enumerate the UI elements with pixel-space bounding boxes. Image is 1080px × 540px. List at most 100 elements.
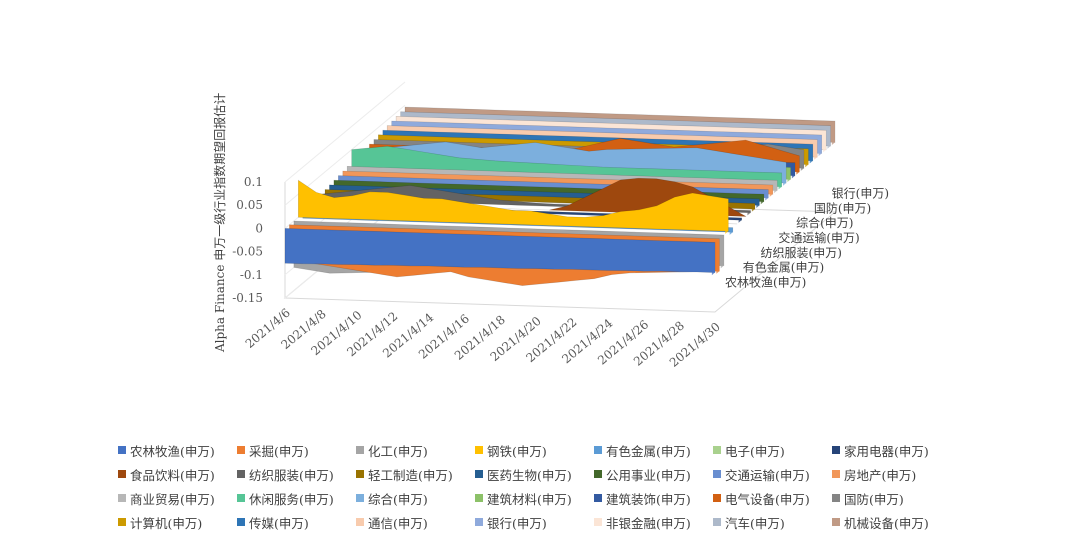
- area-series-side: [787, 167, 791, 183]
- legend-label: 传媒(申万): [249, 515, 309, 531]
- legend-item: 交通运输(申万): [713, 462, 832, 486]
- area-series-side: [711, 242, 715, 276]
- legend-swatch: [356, 494, 364, 502]
- legend-swatch: [475, 470, 483, 478]
- legend-label: 家用电器(申万): [844, 443, 929, 459]
- area-series-side: [791, 162, 795, 179]
- area-series-side: [716, 238, 720, 274]
- legend-label: 医药生物(申万): [487, 467, 572, 483]
- area-series-side: [729, 227, 733, 235]
- depth-label: 有色金属(申万): [743, 260, 824, 275]
- area-series-side: [814, 139, 818, 160]
- legend-item: 农林牧渔(申万): [118, 438, 237, 462]
- y-axis-title: Alpha Finance 申万一级行业指数期望回报估计: [212, 93, 227, 353]
- legend-label: 电气设备(申万): [725, 491, 810, 507]
- area-series-side: [818, 134, 822, 157]
- legend-label: 休闲服务(申万): [249, 491, 334, 507]
- depth-axis-labels: 农林牧渔(申万)有色金属(申万)纺织服装(申万)交通运输(申万)综合(申万)国防…: [725, 187, 889, 290]
- gridline: [284, 81, 406, 183]
- legend-item: 电子(申万): [713, 438, 832, 462]
- legend-item: 电气设备(申万): [713, 486, 832, 510]
- legend-label: 轻工制造(申万): [368, 467, 453, 483]
- area-series-side: [765, 189, 769, 201]
- legend-item: 化工(申万): [356, 438, 475, 462]
- legend: 农林牧渔(申万) 采掘(申万) 化工(申万) 钢铁(申万) 有色金属(申万) 电子(申万)…: [118, 438, 978, 534]
- legend-item: 休闲服务(申万): [237, 486, 356, 510]
- legend-swatch: [237, 470, 245, 478]
- legend-label: 建筑材料(申万): [487, 491, 572, 507]
- area-series-side: [778, 172, 782, 190]
- legend-label: 交通运输(申万): [725, 467, 810, 483]
- legend-swatch: [594, 494, 602, 502]
- legend-item: 银行(申万): [475, 510, 594, 534]
- legend-swatch: [832, 446, 840, 454]
- depth-label: 农林牧渔(申万): [725, 275, 806, 289]
- legend-swatch: [832, 518, 840, 526]
- legend-label: 食品饮料(申万): [130, 467, 215, 483]
- legend-swatch: [118, 518, 126, 526]
- depth-label: 国防(申万): [814, 200, 871, 215]
- legend-swatch: [118, 446, 126, 454]
- legend-swatch: [594, 470, 602, 478]
- legend-label: 非银金融(申万): [606, 515, 691, 531]
- depth-label: 银行(申万): [832, 187, 889, 201]
- legend-item: 纺织服装(申万): [237, 462, 356, 486]
- legend-item: 采掘(申万): [237, 438, 356, 462]
- legend-swatch: [475, 494, 483, 502]
- series-areas: [284, 106, 836, 286]
- legend-label: 化工(申万): [368, 443, 428, 459]
- legend-label: 房地产(申万): [844, 467, 917, 483]
- legend-label: 通信(申万): [368, 515, 428, 531]
- depth-label: 纺织服装(申万): [761, 246, 842, 260]
- legend-swatch: [237, 494, 245, 502]
- legend-label: 综合(申万): [368, 491, 428, 507]
- area-series-side: [831, 121, 835, 145]
- area-series-side: [720, 234, 724, 269]
- depth-label: 综合(申万): [796, 215, 853, 230]
- legend-swatch: [237, 518, 245, 526]
- area-series-side: [783, 162, 787, 186]
- area-series-side: [805, 148, 809, 168]
- legend-item: 钢铁(申万): [475, 438, 594, 462]
- area-series-side: [751, 203, 755, 212]
- legend-label: 机械设备(申万): [844, 515, 929, 531]
- legend-label: 建筑装饰(申万): [606, 491, 691, 507]
- legend-swatch: [475, 518, 483, 526]
- legend-label: 农林牧渔(申万): [130, 443, 215, 459]
- legend-label: 钢铁(申万): [487, 443, 547, 459]
- legend-swatch: [237, 446, 245, 454]
- legend-label: 电子(申万): [725, 443, 785, 459]
- legend-swatch: [713, 446, 721, 454]
- area-series-side: [800, 149, 804, 171]
- legend-item: 计算机(申万): [118, 510, 237, 534]
- area-series-side: [823, 130, 827, 153]
- y-tick-label: -0.05: [232, 245, 263, 259]
- chart-plot: 0.1 0.05 0 -0.05 -0.1 -0.15 2021/4/62021/4/82…: [212, 81, 889, 370]
- y-tick-label: -0.15: [232, 291, 263, 305]
- legend-swatch: [356, 518, 364, 526]
- legend-item: 医药生物(申万): [475, 462, 594, 486]
- legend-item: 机械设备(申万): [832, 510, 951, 534]
- legend-label: 有色金属(申万): [606, 443, 691, 459]
- legend-swatch: [713, 518, 721, 526]
- legend-item: 商业贸易(申万): [118, 486, 237, 510]
- area-series-side: [734, 223, 738, 227]
- legend-swatch: [356, 470, 364, 478]
- y-tick-label: 0: [255, 221, 263, 235]
- legend-swatch: [594, 518, 602, 526]
- area-series-side: [743, 216, 747, 220]
- legend-label: 公用事业(申万): [606, 467, 691, 483]
- legend-swatch: [594, 446, 602, 454]
- legend-item: 非银金融(申万): [594, 510, 713, 534]
- legend-swatch: [832, 470, 840, 478]
- legend-swatch: [475, 446, 483, 454]
- legend-item: 轻工制造(申万): [356, 462, 475, 486]
- area-series-side: [747, 210, 751, 216]
- y-tick-label: 0.1: [244, 175, 263, 189]
- legend-item: 有色金属(申万): [594, 438, 713, 462]
- area-series-side: [809, 144, 813, 164]
- legend-item: 综合(申万): [356, 486, 475, 510]
- legend-item: 通信(申万): [356, 510, 475, 534]
- area-series-side: [738, 217, 742, 223]
- area-series-side: [725, 198, 729, 234]
